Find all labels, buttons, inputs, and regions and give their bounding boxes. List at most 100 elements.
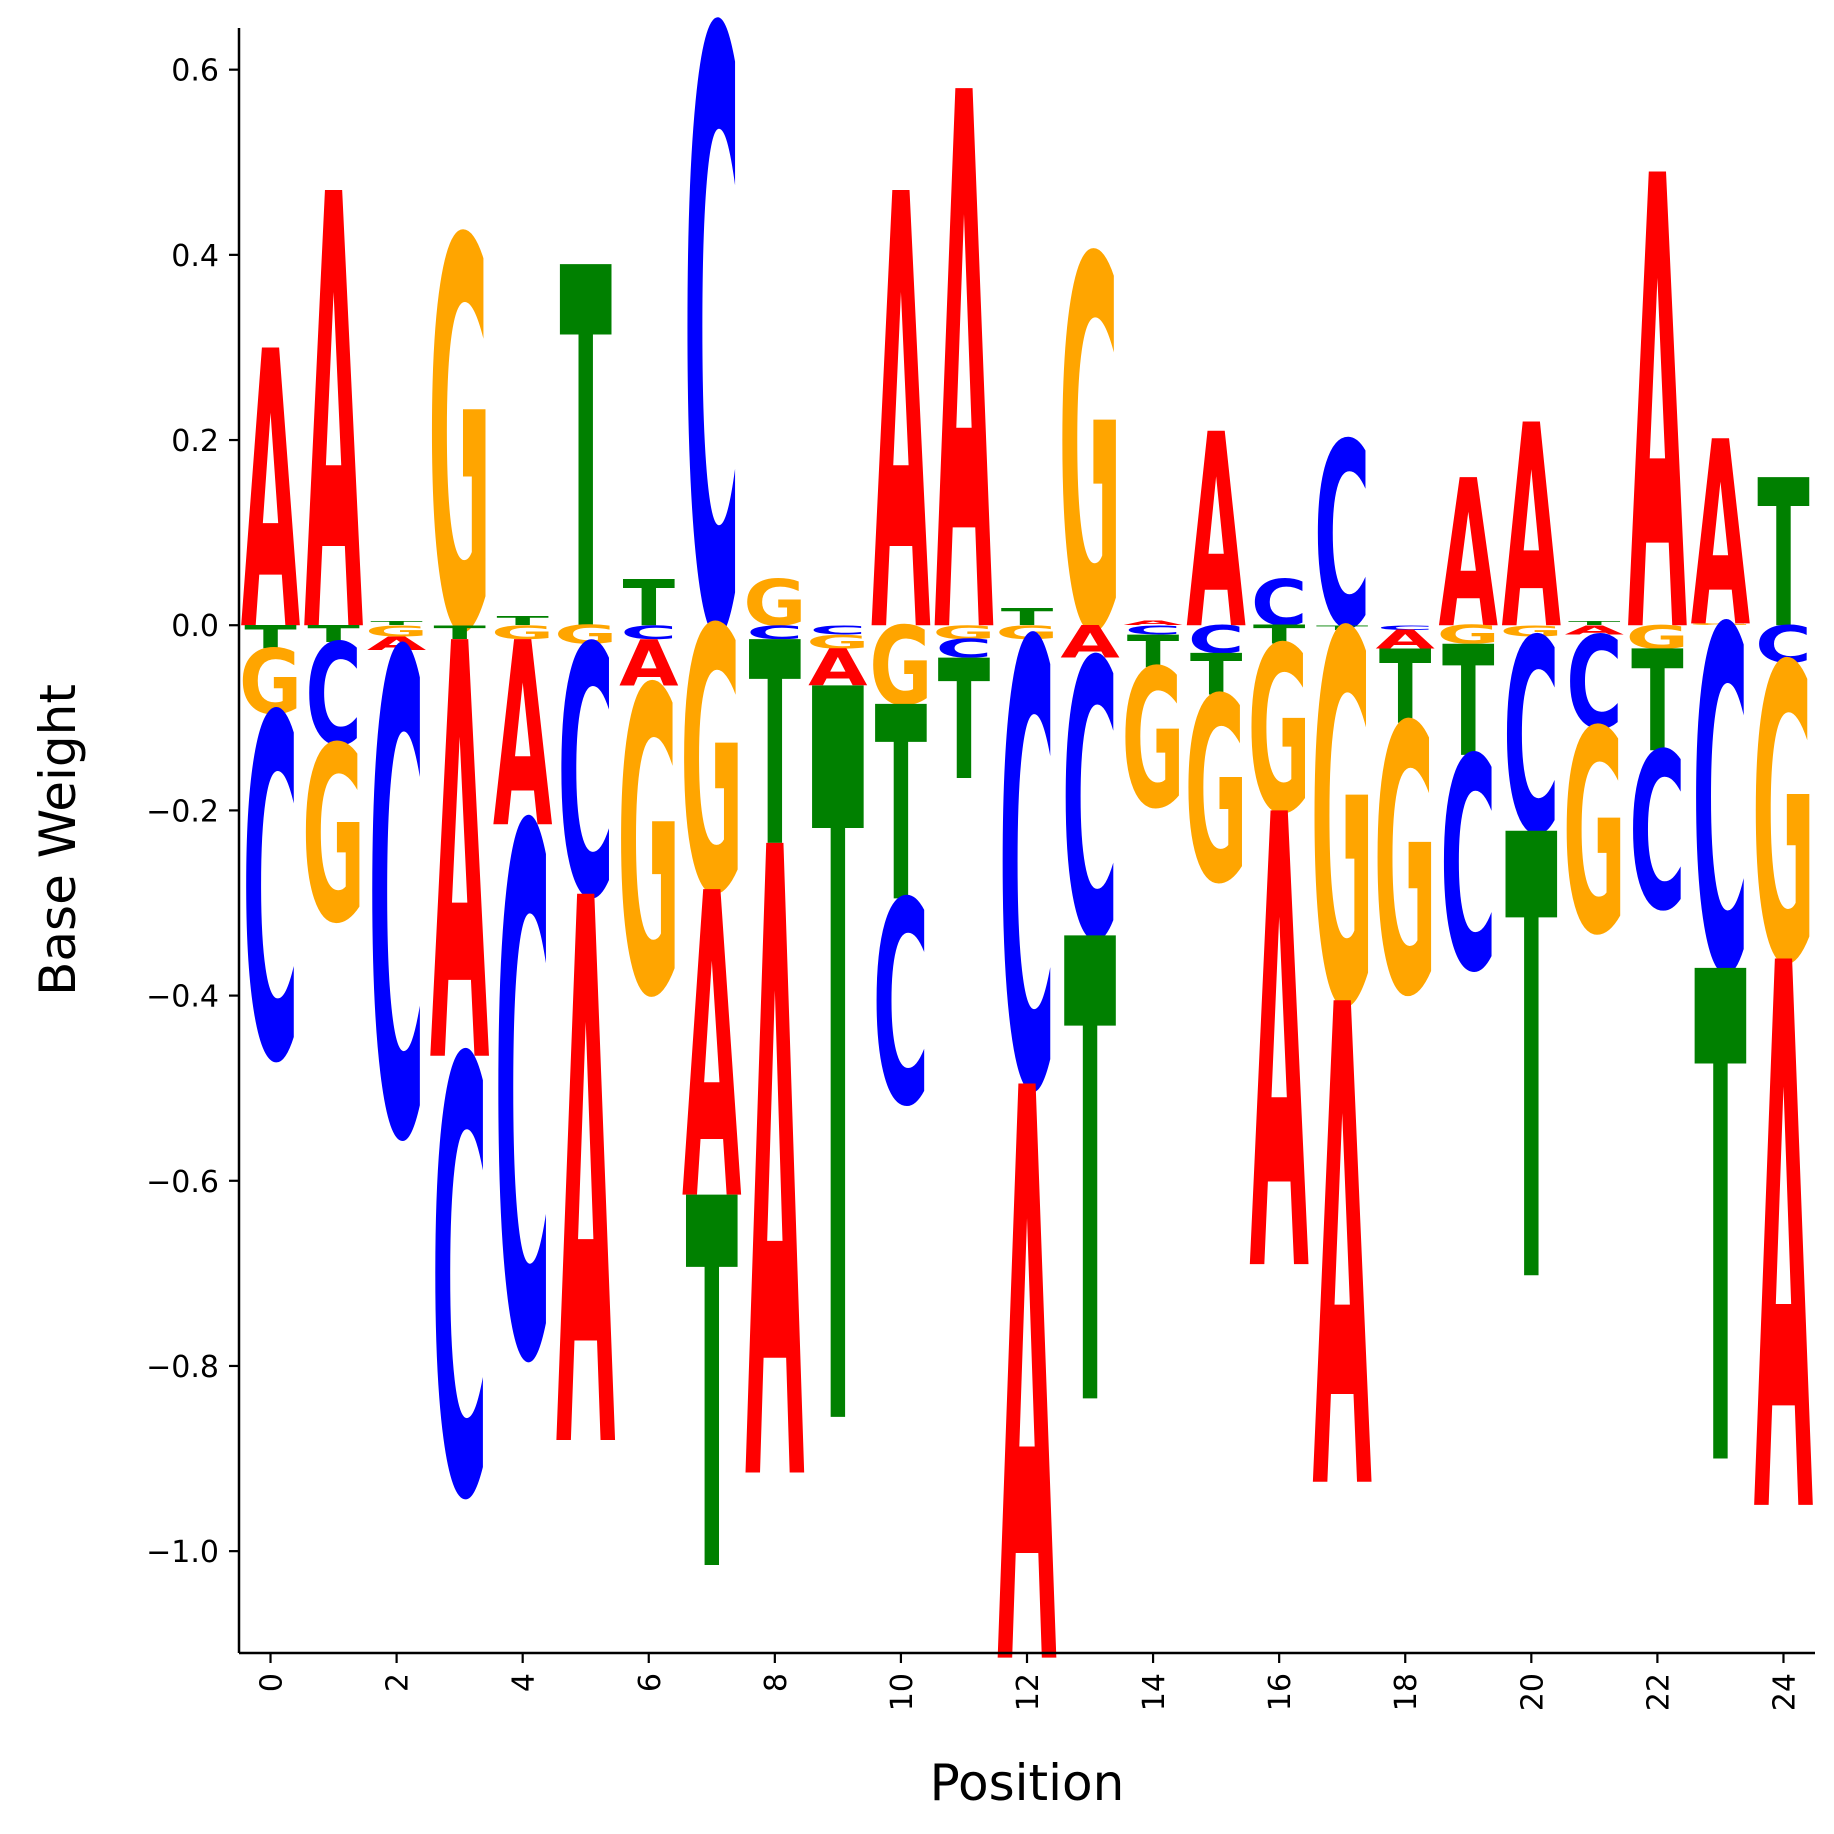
x-axis-title: Position — [930, 1754, 1125, 1812]
glyph-A-pos-9: A — [808, 639, 868, 698]
y-tick-label: −0.4 — [146, 980, 219, 1015]
glyph-A-pos-24: A — [1754, 810, 1814, 1682]
glyph-A-pos-12: A — [997, 927, 1057, 1834]
glyph-C-pos-11: C — [936, 635, 992, 664]
glyph-G-pos-14: G — [1122, 630, 1185, 852]
y-tick-label: 0.6 — [171, 54, 219, 89]
glyph-C-pos-10: C — [873, 844, 929, 1169]
x-tick-label: 18 — [1389, 1673, 1424, 1711]
glyph-T-pos-11: T — [938, 625, 990, 817]
glyph-T-pos-12: T — [1001, 604, 1054, 631]
glyph-A-pos-11: A — [934, 0, 994, 800]
glyph-T-pos-17: T — [1316, 624, 1368, 631]
glyph-A-pos-0: A — [241, 272, 301, 716]
glyph-C-pos-17: C — [1314, 391, 1370, 686]
glyph-G-pos-3: G — [428, 130, 491, 752]
glyph-C-pos-16: C — [1251, 567, 1307, 641]
glyph-T-pos-10: T — [875, 652, 927, 962]
x-tick-label: 4 — [507, 1673, 542, 1692]
y-tick-label: −0.8 — [146, 1350, 219, 1385]
glyph-G-pos-17: G — [1311, 529, 1374, 1120]
glyph-G-pos-4: G — [491, 622, 554, 644]
glyph-T-pos-20: T — [1505, 711, 1558, 1420]
glyph-G-pos-8: G — [743, 567, 806, 641]
glyph-A-pos-18: A — [1376, 625, 1435, 654]
glyph-G-pos-9: G — [806, 631, 869, 653]
glyph-A-pos-5: A — [556, 745, 616, 1617]
glyph-T-pos-22: T — [1631, 620, 1683, 784]
glyph-T-pos-14: T — [1127, 626, 1180, 678]
y-tick-label: −0.2 — [146, 794, 219, 829]
x-tick-label: 6 — [633, 1673, 668, 1692]
glyph-G-pos-0: G — [239, 631, 302, 735]
glyph-A-pos-10: A — [871, 73, 931, 767]
glyph-C-pos-21: C — [1566, 610, 1622, 758]
glyph-G-pos-21: G — [1563, 673, 1626, 998]
glyph-G-pos-12: G — [995, 622, 1058, 644]
glyph-C-pos-19: C — [1440, 698, 1496, 1037]
x-tick-label: 14 — [1137, 1673, 1172, 1711]
glyph-G-pos-19: G — [1437, 621, 1500, 650]
x-tick-label: 2 — [381, 1673, 416, 1692]
glyph-T-pos-3: T — [433, 622, 485, 644]
glyph-T-pos-5: T — [560, 165, 613, 742]
glyph-A-pos-13: A — [1060, 617, 1120, 669]
x-tick-label: 12 — [1011, 1673, 1046, 1711]
y-tick-label: −1.0 — [146, 1535, 219, 1570]
glyph-C-pos-13: C — [1062, 582, 1118, 1026]
glyph-T-pos-1: T — [307, 621, 360, 648]
x-tick-label: 0 — [255, 1673, 290, 1692]
glyph-C-pos-3: C — [431, 938, 487, 1632]
y-axis-title: Base Weight — [29, 684, 87, 996]
glyph-A-pos-16: A — [1249, 686, 1309, 1412]
glyph-A-pos-3: A — [430, 526, 490, 1192]
x-tick-label: 8 — [759, 1673, 794, 1692]
glyph-G-pos-18: G — [1374, 649, 1437, 1078]
glyph-C-pos-22: C — [1629, 709, 1685, 960]
glyph-A-pos-17: A — [1312, 869, 1372, 1637]
glyph-C-pos-0: C — [242, 620, 298, 1167]
glyph-T-pos-2: T — [370, 620, 422, 626]
glyph-C-pos-7: C — [684, 0, 740, 820]
glyph-C-pos-15: C — [1188, 618, 1244, 662]
glyph-C-pos-8: C — [747, 622, 803, 644]
glyph-T-pos-4: T — [496, 613, 549, 628]
glyph-C-pos-2: C — [368, 519, 424, 1287]
glyph-T-pos-7: T — [686, 1094, 739, 1685]
glyph-T-pos-0: T — [244, 619, 296, 656]
y-tick-label: 0.2 — [171, 424, 219, 459]
glyph-C-pos-18: C — [1377, 624, 1433, 631]
glyph-C-pos-9: C — [810, 623, 866, 638]
glyph-G-pos-24: G — [1752, 582, 1815, 1054]
glyph-G-pos-22: G — [1626, 619, 1689, 656]
x-tick-label: 24 — [1767, 1673, 1802, 1711]
glyph-A-pos-22: A — [1628, 47, 1688, 773]
glyph-G-pos-5: G — [554, 621, 617, 650]
glyph-G-pos-2: G — [365, 623, 428, 641]
glyph-C-pos-4: C — [495, 681, 551, 1523]
y-tick-label: −0.6 — [146, 1165, 219, 1200]
glyph-T-pos-19: T — [1442, 615, 1494, 792]
glyph-A-pos-2: A — [367, 633, 426, 655]
glyph-C-pos-1: C — [305, 614, 361, 778]
glyph-G-pos-10: G — [869, 605, 932, 731]
y-tick-label: 0.0 — [171, 609, 219, 644]
glyph-C-pos-20: C — [1503, 585, 1559, 895]
glyph-A-pos-21: A — [1565, 623, 1625, 638]
glyph-G-pos-13: G — [1059, 154, 1122, 745]
glyph-A-pos-19: A — [1439, 437, 1498, 674]
x-tick-label: 10 — [885, 1673, 920, 1711]
x-tick-label: 16 — [1263, 1673, 1298, 1711]
glyph-A-pos-15: A — [1186, 379, 1245, 689]
glyph-A-pos-7: A — [682, 807, 742, 1295]
glyph-T-pos-23: T — [1694, 833, 1747, 1617]
glyph-T-pos-18: T — [1379, 629, 1431, 747]
glyph-C-pos-14: C — [1125, 623, 1181, 638]
glyph-G-pos-1: G — [302, 697, 365, 977]
glyph-A-pos-6: A — [619, 627, 679, 701]
x-tick-label: 22 — [1641, 1673, 1676, 1711]
x-tick-label: 20 — [1515, 1673, 1550, 1711]
glyph-G-pos-23: G — [1689, 623, 1752, 626]
glyph-G-pos-7: G — [680, 553, 743, 975]
